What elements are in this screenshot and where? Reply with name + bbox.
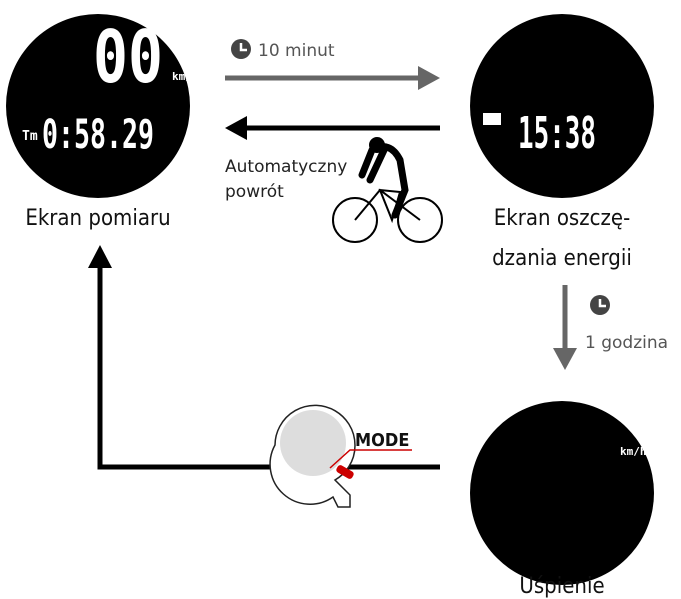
- node-label: Ekran pomiaru: [25, 206, 170, 231]
- display-saving: [470, 14, 654, 198]
- unit: km/h: [172, 70, 199, 83]
- mode-button-icon: [270, 405, 412, 507]
- cyclist-icon: [333, 138, 442, 242]
- speed-digits: 00: [93, 15, 163, 99]
- node-label: dzania energii: [492, 246, 632, 271]
- arrow-head: [225, 116, 247, 140]
- node-label: Uśpienie: [519, 574, 604, 599]
- time-digits: 0:58.29: [42, 112, 154, 158]
- unit: km/h: [620, 445, 647, 458]
- node-label: Ekran oszczę-: [494, 206, 630, 231]
- button-label: MODE: [355, 430, 409, 451]
- transition-label: 10 minut: [258, 41, 335, 61]
- transition-label: Automatyczny: [225, 157, 347, 177]
- arrow-head: [553, 348, 577, 370]
- arrow-head: [88, 245, 112, 268]
- arrow-head: [418, 66, 440, 90]
- clock-icon: [483, 113, 501, 125]
- clock-digits: 15:38: [518, 108, 596, 159]
- transition-label: 1 godzina: [585, 333, 668, 353]
- tm-label: Tm: [22, 129, 38, 144]
- diagram: 00 km/h Tm 0:58.29 15:38 km/h Ekran pomi…: [0, 0, 681, 599]
- transition-label: powrót: [225, 182, 284, 202]
- display-sleep: [470, 401, 654, 585]
